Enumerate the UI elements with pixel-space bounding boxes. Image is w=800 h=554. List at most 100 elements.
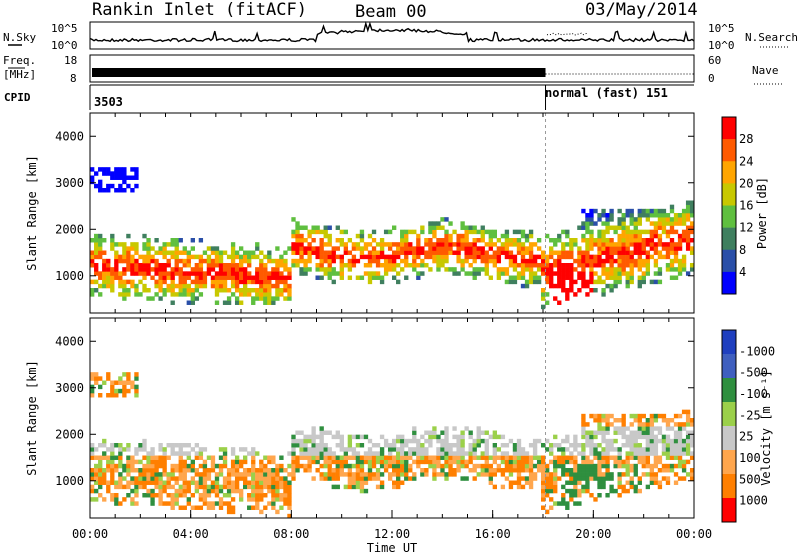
heatmap-cell [605, 451, 610, 456]
heatmap-cell [202, 447, 208, 452]
heatmap-cell [259, 267, 264, 272]
heatmap-cell [629, 208, 634, 214]
heatmap-cell [146, 476, 151, 481]
heatmap-cell [617, 275, 622, 280]
heatmap-cell [432, 258, 437, 264]
heatmap-cell [243, 480, 248, 485]
heatmap-cell [138, 263, 143, 268]
heatmap-cell [359, 434, 365, 440]
heatmap-cell [98, 167, 103, 172]
heatmap-cell [633, 451, 638, 456]
heatmap-cell [452, 267, 457, 272]
heatmap-cell [488, 434, 493, 440]
heatmap-cell [287, 480, 292, 485]
heatmap-cell [408, 463, 413, 469]
heatmap-cell [323, 233, 328, 239]
heatmap-cell [557, 267, 562, 272]
heatmap-cell [520, 242, 526, 247]
heatmap-cell [319, 426, 324, 431]
heatmap-cell [404, 233, 409, 239]
heatmap-cell [653, 242, 659, 247]
heatmap-cell [629, 443, 634, 448]
heatmap-cell [230, 505, 236, 510]
heatmap-cell [492, 472, 497, 477]
heatmap-cell [476, 472, 481, 477]
heatmap-cell [404, 443, 409, 448]
heatmap-cell [585, 217, 590, 222]
heatmap-cell [673, 463, 679, 469]
heatmap-cell [319, 447, 324, 452]
heatmap-cell [653, 476, 659, 481]
heatmap-cell [400, 246, 405, 251]
heatmap-cell [689, 246, 695, 251]
heatmap-cell [540, 468, 546, 473]
heatmap-cell [448, 233, 453, 239]
heatmap-cell [528, 229, 534, 235]
heatmap-cell [202, 250, 208, 255]
heatmap-cell [178, 455, 183, 460]
heatmap-cell [339, 275, 344, 280]
heatmap-cell [605, 418, 610, 423]
heatmap-cell [689, 208, 695, 214]
heatmap-cell [577, 476, 582, 481]
heatmap-cell [375, 468, 381, 473]
heatmap-cell [267, 501, 272, 506]
heatmap-cell [416, 254, 421, 260]
heatmap-cell [255, 505, 260, 510]
heatmap-cell [500, 472, 506, 477]
heatmap-cell [279, 463, 284, 469]
heatmap-cell [283, 267, 288, 272]
heatmap-cell [621, 413, 626, 419]
heatmap-cell [138, 480, 143, 485]
heatmap-cell [383, 459, 389, 465]
heatmap-cell [428, 221, 433, 226]
nave-tick-top: 60 [708, 54, 721, 67]
heatmap-cell [234, 480, 240, 485]
heatmap-cell [154, 484, 159, 490]
heatmap-cell [118, 254, 123, 260]
heatmap-cell [214, 246, 220, 251]
heatmap-cell [146, 468, 151, 473]
heatmap-cell [94, 279, 99, 285]
heatmap-cell [307, 468, 312, 473]
heatmap-cell [283, 275, 288, 280]
heatmap-cell [142, 288, 147, 293]
heatmap-cell [158, 497, 163, 502]
heatmap-cell [263, 484, 268, 490]
heatmap-cell [496, 468, 502, 473]
heatmap-cell [351, 451, 357, 456]
power-colorbar-label: Power [dB] [755, 177, 769, 249]
heatmap-cell [653, 208, 659, 214]
heatmap-cell [597, 472, 602, 477]
heatmap-cell [637, 283, 642, 289]
heatmap-cell [621, 267, 626, 272]
heatmap-cell [279, 254, 284, 260]
heatmap-cell [669, 217, 675, 222]
heatmap-cell [214, 501, 220, 506]
heatmap-cell [210, 275, 216, 280]
heatmap-cell [625, 468, 630, 473]
heatmap-cell [404, 459, 409, 465]
heatmap-cell [275, 493, 280, 498]
heatmap-cell [436, 242, 441, 247]
heatmap-cell [230, 250, 236, 255]
heatmap-cell [90, 292, 95, 297]
heatmap-cell [327, 233, 332, 239]
heatmap-cell [597, 430, 602, 435]
heatmap-cell [263, 292, 268, 297]
heatmap-cell [247, 263, 252, 268]
heatmap-cell [597, 418, 602, 423]
heatmap-cell [597, 443, 602, 448]
heatmap-cell [98, 188, 103, 193]
heatmap-cell [158, 447, 163, 452]
heatmap-cell [323, 463, 328, 469]
heatmap-cell [387, 451, 393, 456]
heatmap-cell [206, 493, 212, 498]
heatmap-cell [110, 246, 115, 251]
heatmap-cell [601, 418, 606, 423]
heatmap-cell [267, 300, 272, 305]
heatmap-cell [126, 279, 131, 285]
heatmap-cell [303, 443, 308, 448]
heatmap-cell [609, 217, 614, 222]
heatmap-cell [283, 283, 288, 289]
